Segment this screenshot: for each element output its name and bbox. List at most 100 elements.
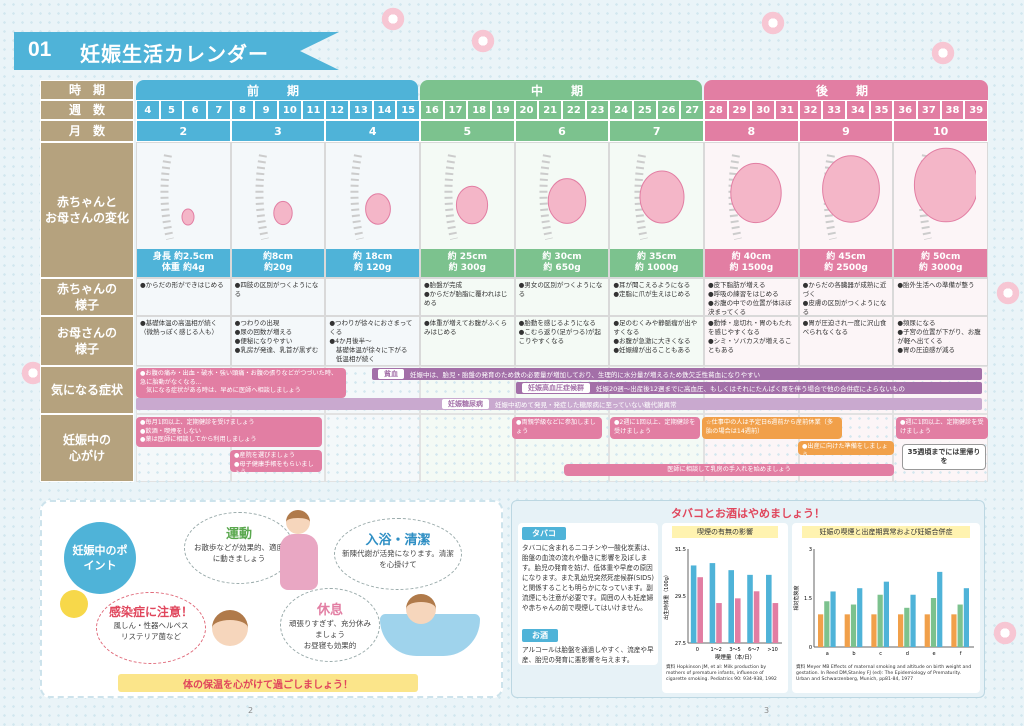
length-value: 約 35cm: [636, 252, 677, 262]
fetus-illustration: [137, 145, 230, 249]
bar: [766, 574, 772, 643]
pregnant-woman-illustration: [272, 510, 322, 610]
page-title: 妊娠生活カレンダー: [80, 44, 269, 66]
week-cell: 34: [846, 100, 870, 120]
size-label: 約8cm 約20g: [231, 249, 325, 277]
change-cell: 約 40cm 約 1500g: [704, 142, 799, 278]
week-cell: 5: [159, 100, 184, 120]
week-cell: 26: [656, 100, 681, 120]
week-cell: 31: [775, 100, 799, 120]
bar: [728, 570, 734, 643]
anemia-label: 貧血: [378, 369, 404, 379]
gestational-diabetes-bar: 妊娠糖尿病 妊娠中初めて発見・発症した糖尿病に至っていない糖代謝異常: [136, 398, 982, 410]
size-label: 約 50cm 約 3000g: [894, 249, 987, 277]
bar: [904, 607, 910, 647]
mother-cell: ●つわりが徐々におさまってくる ●4か月後半〜 基礎体温が徐々に下がる 低温相が…: [325, 316, 420, 366]
bar: [772, 603, 779, 643]
grid-cell: [325, 414, 420, 482]
mother-cell: ●つわりの出現 ●尿の回数が増える ●便秘になりやすい ●乳房が発達、乳首が黒ず…: [230, 316, 326, 366]
flower-decoration: [760, 10, 786, 36]
size-label: 約 45cm 約 2500g: [799, 249, 893, 277]
baby-cell: ●皮下脂肪が増える ●呼吸の練習をはじめる ●お腹の中での位置が体ほぼ決まってく…: [704, 278, 799, 316]
bar: [857, 588, 863, 647]
length-value: 身長 約2.5cm: [152, 252, 214, 262]
size-label: 約 35cm 約 1000g: [610, 249, 703, 277]
baby-cell: ●四肢の区別がつくようになる: [230, 278, 326, 316]
week-cell: 13: [349, 100, 373, 120]
y-tick-label: 29.5: [675, 594, 686, 600]
chart1-citation: 資料 Hopkinson JM, et al: Milk production …: [666, 665, 777, 682]
fetus-illustration: [705, 145, 798, 249]
bar: [747, 574, 753, 643]
page-number-left: 2: [248, 706, 254, 715]
weight-value: 体重 約4g: [161, 263, 205, 273]
month-cell: 8: [704, 120, 799, 142]
tick-label: f: [960, 651, 962, 657]
birthweight-chart: 0 1〜2 3〜5 6〜7 >10 喫煙量（本/日） 出生時体重（100g） 27.5 29.5…: [663, 547, 782, 661]
tick-label: d: [906, 651, 909, 657]
tick-label: 6〜7: [748, 647, 759, 653]
fetus-illustration: [800, 145, 893, 249]
footer-banner: 体の保温を心がけて過ごしましょう！: [118, 674, 418, 692]
week-cell: 17: [443, 100, 468, 120]
mother-cell: ●胃が圧迫され一度に沢山食べられなくなる: [798, 316, 894, 366]
fetus-illustration: [232, 145, 325, 249]
weight-value: 約 2500g: [824, 263, 868, 273]
phase-middle: 中 期: [420, 80, 702, 100]
symptom-note: ●お腹の痛み・出血・破水・強い頭痛・お腹の張りなどがつづいた時、急に胎動がなくな…: [136, 368, 346, 398]
bar: [937, 571, 943, 647]
care-checkup-biweekly: ●2週に1回以上、定期健診を受けましょう: [610, 417, 700, 439]
month-cell: 10: [893, 120, 988, 142]
month-cell: 3: [230, 120, 326, 142]
week-cell: 20: [514, 100, 539, 120]
bar: [690, 565, 697, 643]
chart1-card: 喫煙の有無の影響 0 1〜2 3〜5 6〜7 >10 喫煙量（本/日） 出生時体重（100g…: [662, 523, 788, 693]
bar: [877, 594, 883, 647]
bar: [716, 603, 722, 643]
diabetes-text: 妊娠中初めて発見・発症した糖尿病に至っていない糖代謝異常: [495, 401, 677, 409]
row-header-care: 妊娠中の 心がけ: [40, 414, 134, 482]
grid-cell: [420, 414, 515, 482]
size-label: 身長 約2.5cm 体重 約4g: [137, 249, 230, 277]
bar: [850, 604, 857, 647]
tobacco-alcohol-panel: タバコとお酒はやめましょう！ タバコ タバコに含まれるニコチンや一酸化炭素は、胎…: [511, 500, 985, 698]
size-label: 約 18cm 約 120g: [326, 249, 419, 277]
baby-cell: ●からだの各臓器が成熟に近づく ●皮膚の区別がつくようになる: [798, 278, 894, 316]
weight-value: 約 300g: [448, 263, 487, 273]
care-hospital: ●産院を選びましょう ●母子健康手帳をもらいましょう: [230, 450, 322, 476]
tick-label: 3〜5: [729, 647, 740, 653]
week-cell: 38: [940, 100, 965, 120]
bar: [753, 591, 760, 643]
bathing-woman-illustration: [406, 594, 436, 624]
week-cell: 36: [893, 100, 917, 120]
length-value: 約 40cm: [731, 252, 772, 262]
weight-value: 約 1500g: [729, 263, 774, 273]
size-label: 約 30cm 約 650g: [515, 249, 609, 277]
week-cell: 16: [420, 100, 444, 120]
mother-cell: ●胎動を感じるようになる ●こむら返り(足がつる)が起こりやすくなる: [514, 316, 610, 366]
week-cell: 12: [325, 100, 349, 120]
week-cell: 14: [372, 100, 397, 120]
phase-early: 前 期: [136, 80, 418, 100]
mother-cell: ●基礎体温の高温相が続く （微熱っぽく感じる人も）: [136, 316, 231, 366]
tobacco-text: タバコに含まれるニコチンや一酸化炭素は、胎盤の血流の流れや働きに影響を及ぼします…: [522, 544, 654, 612]
week-cell: 8: [230, 100, 255, 120]
week-cell: 23: [585, 100, 610, 120]
hypertension-text: 妊娠20週〜出産後12週までに高血圧、もしくはそれにたんぱく尿を伴う場合で他の合…: [596, 385, 906, 393]
flower-decoration: [380, 6, 406, 32]
points-panel: 妊娠中のポイント 運動 お散歩などが効果的、適度に動きましょう 入浴・清潔 新陳…: [40, 500, 503, 698]
bath-bubble: 入浴・清潔 新陳代謝が活発になります。清潔を心掛けて: [334, 518, 462, 590]
tick-label: b: [852, 651, 855, 657]
mother-cell: ●体重が増えてお腹がふくらみはじめる: [420, 316, 515, 366]
weight-value: 約 650g: [543, 263, 581, 273]
length-value: 約 45cm: [826, 252, 866, 262]
infection-bubble: 感染症に注意！ 風しん・性器ヘルペス リステリア菌など: [96, 592, 206, 664]
hypertension-bar: 妊娠高血圧症候群 妊娠20週〜出産後12週までに高血圧、もしくはそれにたんぱく尿を…: [516, 382, 982, 394]
alcohol-tag: お酒: [522, 629, 558, 642]
week-cell: 22: [562, 100, 586, 120]
baby-cell: ●からだの形ができはじめる: [136, 278, 231, 316]
week-cell: 37: [917, 100, 941, 120]
week-cell: 9: [254, 100, 278, 120]
weight-value: 約 120g: [353, 263, 392, 273]
change-cell: 約 50cm 約 3000g: [893, 142, 988, 278]
